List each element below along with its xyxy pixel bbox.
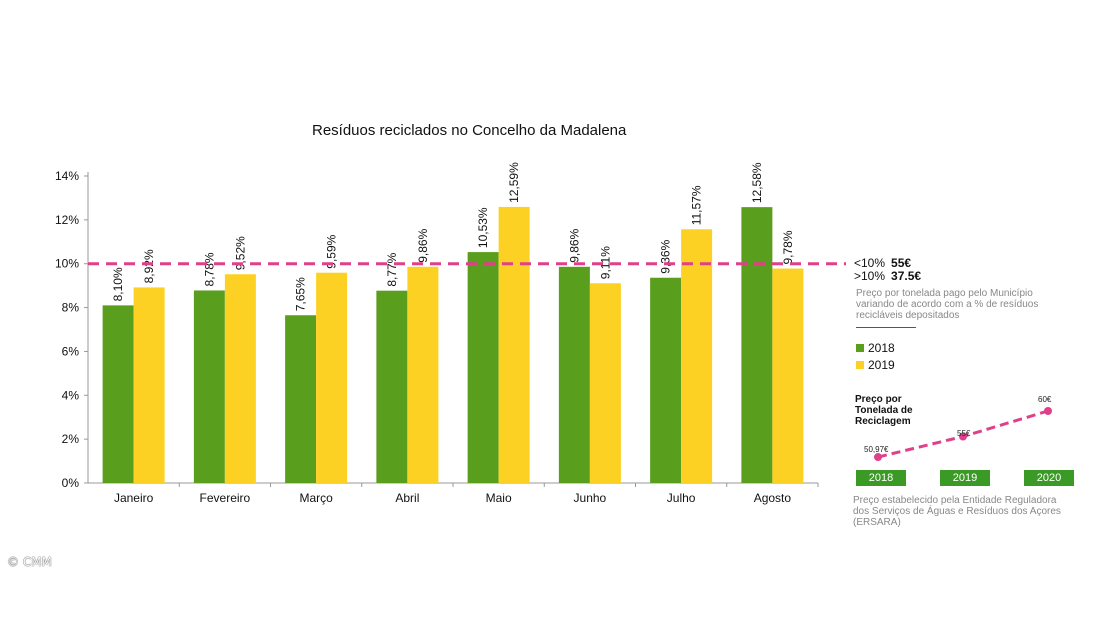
data-label: 9,36% — [659, 239, 673, 273]
data-label: 8,92% — [142, 249, 156, 283]
x-tick-label: Julho — [667, 491, 696, 505]
bar-2019-1 — [133, 287, 165, 483]
y-tick-label: 14% — [55, 169, 79, 183]
price-label-2019: 55€ — [957, 429, 971, 438]
y-tick-label: 2% — [62, 432, 80, 446]
bar-2019-4 — [407, 266, 439, 483]
data-label: 9,59% — [325, 234, 339, 268]
bar-2018-5 — [467, 252, 499, 483]
data-label: 8,10% — [111, 267, 125, 301]
threshold-above: >10% 37.5€ — [854, 269, 922, 283]
price-chart-title: Preço por Tonelada de Reciclagem — [855, 394, 913, 427]
bar-2019-8 — [772, 268, 804, 483]
data-label: 8,77% — [385, 252, 399, 286]
legend-swatch-2018 — [856, 344, 864, 352]
data-label: 8,78% — [202, 252, 216, 286]
y-tick-label: 8% — [62, 301, 80, 315]
bar-2019-6 — [589, 283, 621, 483]
bar-2018-7 — [650, 277, 682, 483]
data-label: 9,78% — [781, 230, 795, 264]
threshold-note: Preço por tonelada pago pelo Município v… — [856, 288, 1039, 321]
data-label: 9,86% — [567, 228, 581, 262]
bar-2018-1 — [102, 305, 134, 483]
year-box-2020: 2020 — [1024, 470, 1074, 486]
data-label: 9,86% — [416, 228, 430, 262]
data-label: 11,57% — [690, 185, 704, 225]
price-point-2019 — [959, 432, 967, 441]
x-tick-label: Janeiro — [114, 491, 154, 505]
threshold-below: <10% 55€ — [854, 256, 912, 270]
data-label: 12,59% — [507, 162, 521, 203]
divider — [856, 327, 916, 328]
x-tick-label: Junho — [574, 491, 607, 505]
bar-2019-5 — [498, 206, 530, 483]
price-label-2020: 60€ — [1038, 395, 1052, 404]
credit: © CMM — [7, 555, 52, 569]
price-point-2020 — [1044, 407, 1052, 415]
legend-swatch-2019 — [856, 361, 864, 369]
y-tick-label: 0% — [62, 476, 80, 490]
x-tick-label: Fevereiro — [200, 491, 251, 505]
year-box-2019: 2019 — [940, 470, 990, 486]
bar-2019-7 — [681, 229, 713, 483]
data-label: 10,53% — [476, 207, 490, 248]
data-label: 9,11% — [598, 246, 612, 279]
bar-2018-3 — [285, 315, 317, 483]
bar-2018-4 — [376, 290, 408, 483]
x-tick-label: Agosto — [754, 491, 792, 505]
legend-2019: 2019 — [856, 358, 895, 372]
bar-2018-6 — [558, 266, 590, 483]
chart-title: Resíduos reciclados no Concelho da Madal… — [312, 122, 627, 139]
price-point-2018 — [874, 453, 882, 462]
y-tick-label: 6% — [62, 344, 80, 358]
data-label: 12,58% — [750, 162, 764, 203]
data-label: 9,52% — [233, 236, 247, 270]
y-tick-label: 4% — [62, 388, 80, 402]
data-label: 7,65% — [294, 277, 308, 311]
y-tick-label: 12% — [55, 213, 79, 227]
price-label-2018: 50,97€ — [864, 445, 889, 454]
y-tick-label: 10% — [55, 257, 79, 271]
bar-2018-2 — [193, 290, 225, 483]
x-tick-label: Abril — [395, 491, 419, 505]
bar-2019-3 — [316, 272, 348, 483]
legend-2018: 2018 — [856, 341, 895, 355]
x-tick-label: Março — [299, 491, 333, 505]
bar-2019-2 — [224, 274, 256, 483]
source-note: Preço estabelecido pela Entidade Regulad… — [853, 495, 1061, 528]
bar-2018-8 — [741, 207, 773, 484]
year-box-2018: 2018 — [856, 470, 906, 486]
x-tick-label: Maio — [486, 491, 512, 505]
